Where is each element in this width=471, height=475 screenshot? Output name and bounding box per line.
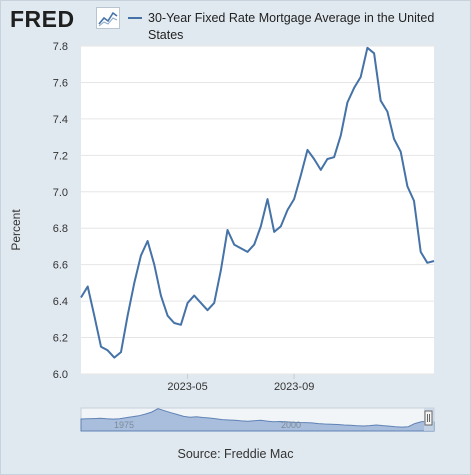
- data-point[interactable]: [227, 229, 228, 230]
- data-point[interactable]: [407, 186, 408, 187]
- series-layer: [80, 46, 435, 359]
- navigator-label: 1975: [114, 420, 134, 430]
- data-point[interactable]: [207, 310, 208, 311]
- data-point[interactable]: [287, 209, 288, 210]
- data-point[interactable]: [127, 315, 128, 316]
- data-point[interactable]: [300, 175, 301, 176]
- source-note: Source: Freddie Mac: [177, 447, 294, 461]
- data-point[interactable]: [240, 248, 241, 249]
- legend-swatch: [128, 17, 142, 19]
- data-point[interactable]: [360, 76, 361, 77]
- legend-label: 30-Year Fixed Rate Mortgage Average in t…: [148, 11, 435, 42]
- data-point[interactable]: [140, 255, 141, 256]
- data-point[interactable]: [400, 151, 401, 152]
- x-tick-label: 2023-05: [167, 381, 207, 393]
- data-point[interactable]: [433, 260, 434, 261]
- x-tick-label: 2023-09: [274, 381, 314, 393]
- data-point[interactable]: [214, 302, 215, 303]
- data-point[interactable]: [280, 226, 281, 227]
- data-point[interactable]: [347, 102, 348, 103]
- data-point[interactable]: [94, 315, 95, 316]
- data-point[interactable]: [254, 244, 255, 245]
- data-point[interactable]: [307, 149, 308, 150]
- data-point[interactable]: [420, 251, 421, 252]
- y-tick-label: 6.2: [53, 333, 68, 345]
- data-point[interactable]: [320, 169, 321, 170]
- y-tick-label: 7.6: [53, 77, 68, 89]
- data-point[interactable]: [134, 282, 135, 283]
- chart-legend: 30-Year Fixed Rate Mortgage Average in t…: [128, 10, 458, 44]
- series-line[interactable]: [80, 46, 435, 359]
- data-point[interactable]: [167, 315, 168, 316]
- y-tick-label: 6.0: [53, 369, 68, 381]
- y-tick-label: 7.0: [53, 187, 68, 199]
- data-point[interactable]: [194, 295, 195, 296]
- y-tick-label: 7.8: [53, 41, 68, 53]
- data-point[interactable]: [180, 324, 181, 325]
- y-tick-label: 7.4: [53, 114, 68, 126]
- y-tick-label: 7.2: [53, 150, 68, 162]
- data-point[interactable]: [380, 100, 381, 101]
- data-point[interactable]: [353, 87, 354, 88]
- data-point[interactable]: [174, 322, 175, 323]
- data-point[interactable]: [413, 200, 414, 201]
- data-point[interactable]: [87, 286, 88, 287]
- data-point[interactable]: [100, 346, 101, 347]
- data-point[interactable]: [294, 198, 295, 199]
- x-tick-labels: 2023-05 2023-09: [167, 374, 314, 393]
- y-tick-labels: 6.0 6.2 6.4 6.6 6.8 7.0 7.2 7.4 7.6 7.8: [53, 41, 68, 381]
- data-point[interactable]: [80, 297, 81, 298]
- data-point[interactable]: [154, 264, 155, 265]
- data-point[interactable]: [120, 352, 121, 353]
- data-point[interactable]: [247, 251, 248, 252]
- y-tick-label: 6.8: [53, 223, 68, 235]
- plot-area: [81, 46, 434, 374]
- data-point[interactable]: [373, 53, 374, 54]
- data-point[interactable]: [267, 198, 268, 199]
- y-tick-label: 6.4: [53, 296, 68, 308]
- data-point[interactable]: [327, 158, 328, 159]
- data-point[interactable]: [274, 231, 275, 232]
- data-point[interactable]: [427, 262, 428, 263]
- fred-logo[interactable]: FRED: [10, 6, 75, 32]
- data-point[interactable]: [147, 240, 148, 241]
- data-point[interactable]: [114, 357, 115, 358]
- data-point[interactable]: [160, 295, 161, 296]
- navigator-series: [80, 408, 435, 432]
- data-point[interactable]: [234, 244, 235, 245]
- range-handle-icon[interactable]: [424, 410, 433, 426]
- data-point[interactable]: [333, 157, 334, 158]
- range-navigator: 1975 2000: [80, 407, 435, 432]
- chart-line-icon: [96, 7, 120, 29]
- data-point[interactable]: [367, 47, 368, 48]
- data-point[interactable]: [107, 350, 108, 351]
- data-point[interactable]: [260, 226, 261, 227]
- data-point[interactable]: [314, 158, 315, 159]
- data-point[interactable]: [340, 135, 341, 136]
- data-point[interactable]: [387, 111, 388, 112]
- y-tick-label: 6.6: [53, 260, 68, 272]
- grid-layer: [81, 45, 434, 375]
- data-point[interactable]: [220, 270, 221, 271]
- data-point[interactable]: [200, 302, 201, 303]
- data-point[interactable]: [393, 138, 394, 139]
- navigator-label: 2000: [281, 420, 301, 430]
- data-point[interactable]: [187, 302, 188, 303]
